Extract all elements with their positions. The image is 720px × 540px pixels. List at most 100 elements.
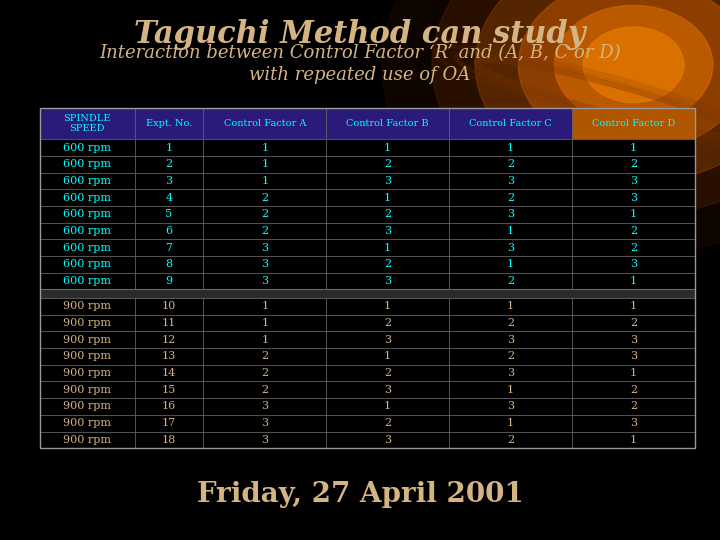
Bar <box>135 332 203 348</box>
Text: 3: 3 <box>166 176 173 186</box>
Text: 13: 13 <box>162 352 176 361</box>
Text: 3: 3 <box>507 335 514 345</box>
Bar <box>326 431 449 448</box>
Text: 7: 7 <box>166 243 173 253</box>
Bar <box>326 315 449 332</box>
Text: 2: 2 <box>384 368 391 378</box>
Text: 2: 2 <box>507 159 514 170</box>
Bar <box>449 415 572 431</box>
Bar <box>572 173 695 190</box>
Bar <box>40 381 135 398</box>
Bar <box>572 273 695 289</box>
Bar <box>572 108 695 139</box>
Text: 600 rpm: 600 rpm <box>63 159 111 170</box>
Bar <box>326 381 449 398</box>
Bar <box>135 206 203 222</box>
Text: 1: 1 <box>507 143 514 153</box>
Bar <box>40 415 135 431</box>
Text: 3: 3 <box>507 176 514 186</box>
Bar <box>326 298 449 315</box>
Bar <box>135 156 203 173</box>
Text: Friday, 27 April 2001: Friday, 27 April 2001 <box>197 481 523 508</box>
Bar <box>449 173 572 190</box>
Bar <box>572 398 695 415</box>
Text: 2: 2 <box>384 210 391 219</box>
Text: 900 rpm: 900 rpm <box>63 435 111 445</box>
Circle shape <box>518 0 720 151</box>
Text: Control Factor C: Control Factor C <box>469 119 552 128</box>
Bar <box>135 348 203 364</box>
Text: 12: 12 <box>162 335 176 345</box>
Text: 900 rpm: 900 rpm <box>63 335 111 345</box>
Bar <box>449 139 572 156</box>
Text: 600 rpm: 600 rpm <box>63 226 111 236</box>
Bar <box>326 206 449 222</box>
Text: 2: 2 <box>384 159 391 170</box>
Bar <box>40 139 135 156</box>
Bar <box>572 348 695 364</box>
Text: 3: 3 <box>507 210 514 219</box>
Text: 1: 1 <box>630 368 637 378</box>
Bar <box>203 222 326 239</box>
Bar <box>135 139 203 156</box>
Text: 2: 2 <box>630 401 637 411</box>
Bar <box>40 173 135 190</box>
Text: 2: 2 <box>261 385 269 395</box>
Bar <box>40 315 135 332</box>
Text: 3: 3 <box>507 368 514 378</box>
Bar <box>40 289 695 298</box>
Bar <box>135 298 203 315</box>
Bar <box>326 398 449 415</box>
Bar <box>203 173 326 190</box>
Text: 2: 2 <box>384 318 391 328</box>
Text: 1: 1 <box>261 318 269 328</box>
Circle shape <box>554 5 713 124</box>
Text: 1: 1 <box>507 226 514 236</box>
Text: 900 rpm: 900 rpm <box>63 368 111 378</box>
Bar <box>203 256 326 273</box>
Text: 1: 1 <box>384 193 391 202</box>
Text: 3: 3 <box>384 335 391 345</box>
Bar <box>203 431 326 448</box>
Bar <box>572 431 695 448</box>
Text: 1: 1 <box>384 243 391 253</box>
Bar <box>135 415 203 431</box>
Bar <box>203 206 326 222</box>
Bar <box>326 348 449 364</box>
Bar <box>449 348 572 364</box>
Text: 10: 10 <box>162 301 176 312</box>
Bar <box>572 222 695 239</box>
Text: 15: 15 <box>162 385 176 395</box>
Bar <box>40 332 135 348</box>
Bar <box>572 415 695 431</box>
Text: 600 rpm: 600 rpm <box>63 243 111 253</box>
Text: 14: 14 <box>162 368 176 378</box>
Text: 600 rpm: 600 rpm <box>63 276 111 286</box>
Bar <box>203 381 326 398</box>
Text: 3: 3 <box>630 418 637 428</box>
Bar <box>135 398 203 415</box>
Text: SPINDLE
SPEED: SPINDLE SPEED <box>63 114 111 133</box>
Bar <box>203 364 326 381</box>
Text: 4: 4 <box>166 193 173 202</box>
Text: 2: 2 <box>166 159 173 170</box>
Circle shape <box>382 0 720 254</box>
Bar <box>449 108 572 139</box>
Text: 2: 2 <box>261 193 269 202</box>
Circle shape <box>475 0 720 184</box>
Text: 1: 1 <box>507 301 514 312</box>
Bar <box>326 139 449 156</box>
Bar <box>572 332 695 348</box>
Bar <box>40 190 135 206</box>
Bar <box>135 222 203 239</box>
Text: 3: 3 <box>261 435 269 445</box>
Bar <box>135 256 203 273</box>
Bar <box>40 156 135 173</box>
Bar <box>326 239 449 256</box>
Text: 11: 11 <box>162 318 176 328</box>
Text: Taguchi Method can study: Taguchi Method can study <box>134 19 586 50</box>
Bar <box>40 348 135 364</box>
Text: 900 rpm: 900 rpm <box>63 352 111 361</box>
Bar <box>135 273 203 289</box>
Bar <box>326 156 449 173</box>
